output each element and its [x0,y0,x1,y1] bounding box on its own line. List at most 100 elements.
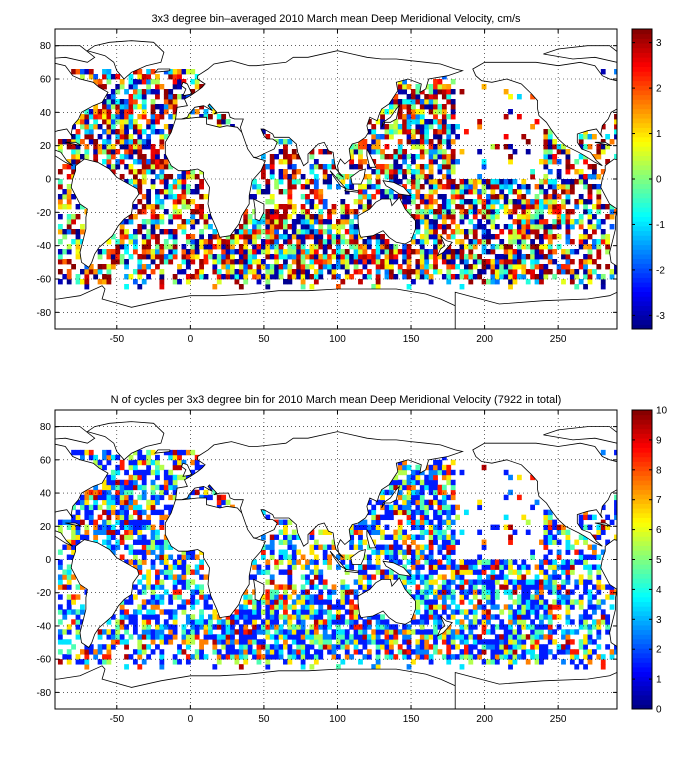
bin-cell [486,234,491,240]
bin-cell [102,654,107,660]
bin-cell [291,154,297,160]
bin-cell [552,629,558,635]
bin-cell [265,229,271,235]
bin-cell [393,194,399,200]
colorbar-step [632,174,652,180]
bin-cell [221,494,227,501]
bin-cell [578,244,584,250]
bin-cell [102,539,107,545]
bin-cell [388,624,394,630]
coastline [357,577,416,625]
bin-cell [424,134,430,140]
bin-cell [433,239,438,245]
bin-cell [388,649,394,655]
bin-cell [305,199,310,205]
bin-cell [331,254,337,260]
bin-cell [441,104,447,110]
bin-cell [446,234,452,240]
bin-cell [552,274,558,280]
bin-cell [199,239,204,245]
bin-cell [486,644,491,650]
bin-cell [203,194,209,200]
bin-cell [384,504,390,511]
bin-cell [388,549,394,555]
bin-cell [353,589,359,595]
colorbar-step [632,155,652,161]
bin-cell [322,549,328,555]
bin-cell [128,154,134,160]
bin-cell [446,594,452,600]
bin-cell [124,249,129,255]
bin-cell [600,529,606,535]
bin-cell [415,639,421,645]
bin-cell [516,194,522,200]
bin-cell [124,229,129,235]
bin-cell [71,124,76,130]
bin-cell [128,634,134,640]
bin-cell [80,114,85,120]
bin-cell [534,234,540,240]
bin-cell [194,564,200,570]
coastline [55,443,109,547]
bin-cell [155,569,160,575]
bin-cell [265,199,271,205]
bin-cell [159,624,165,630]
bin-cell [450,109,456,115]
bin-cell [119,524,125,530]
bin-cell [172,94,178,100]
bin-cell [406,569,412,575]
bin-cell [411,494,416,501]
bin-cell [406,579,412,585]
bin-cell [433,634,438,640]
bin-cell [371,524,377,530]
bin-cell [490,214,496,220]
bin-cell [141,269,147,275]
bin-cell [441,199,447,205]
bin-cell [543,604,549,610]
bin-cell [128,254,134,260]
bin-cell [552,204,558,210]
bin-cell [424,509,430,516]
bin-cell [256,644,262,650]
bin-cell [393,154,399,160]
bin-cell [358,249,363,255]
bin-cell [437,84,443,90]
bin-cell [327,259,332,265]
bin-cell [433,624,438,630]
bin-cell [543,509,549,516]
bin-cell [296,619,302,625]
bin-cell [150,129,156,135]
bin-cell [366,624,372,630]
bin-cell [247,229,253,235]
bin-cell [428,224,434,230]
bin-cell [402,634,408,640]
bin-cell [503,629,509,635]
bin-cell [486,629,491,635]
bin-cell [419,629,425,635]
bin-cell [344,259,350,265]
bin-cell [194,634,200,640]
bin-cell [155,604,160,610]
bin-cell [415,259,421,265]
bin-cell [146,504,152,511]
bin-cell [463,264,469,270]
bin-cell [274,239,280,245]
bin-cell [543,544,549,550]
bin-cell [256,249,262,255]
bin-cell [115,499,121,506]
bin-cell [397,169,403,175]
bin-cell [547,249,553,255]
bin-cell [146,124,152,130]
bin-cell [185,659,191,665]
bin-cell [291,234,297,240]
bin-cell [552,519,558,526]
bin-cell [450,274,456,280]
bin-cell [150,509,156,516]
bin-cell [419,494,425,501]
bin-cell [168,94,174,100]
bin-cell [66,214,72,220]
bin-cell [503,574,509,580]
bin-cell [260,544,266,550]
bin-cell [300,614,306,620]
bin-cell [419,479,425,486]
